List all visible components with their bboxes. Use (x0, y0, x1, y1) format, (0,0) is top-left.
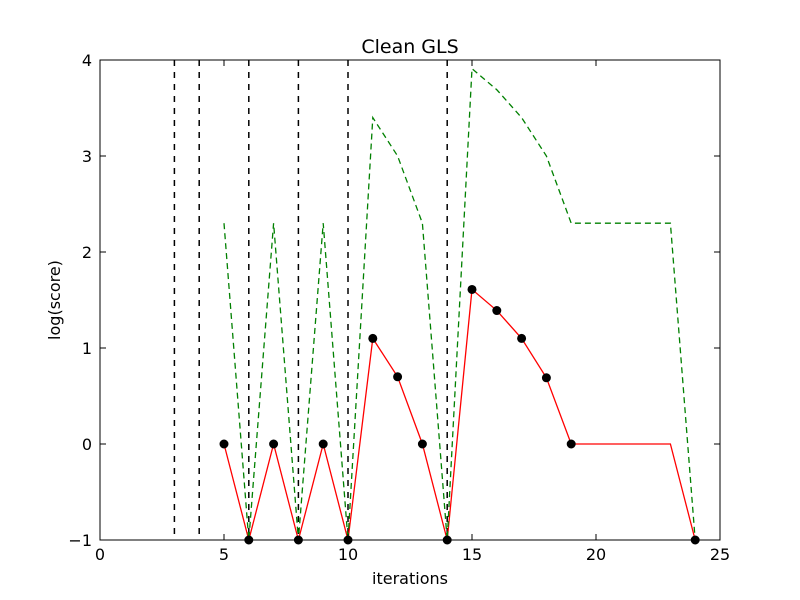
y-tick-label-4: 3 (82, 147, 92, 166)
series-line-1 (223, 67, 696, 540)
plot-frame (99, 59, 721, 541)
series-0-point-12 (517, 333, 527, 343)
series-0-point-11 (492, 306, 502, 316)
series-0-point-13 (541, 373, 551, 383)
y-tick-label-1: 0 (82, 435, 92, 454)
series-0-point-0 (219, 439, 229, 449)
series-0-point-8 (417, 439, 427, 449)
y-axis-label: log(score) (45, 260, 64, 340)
x-tick-label-4: 20 (586, 545, 606, 564)
x-tick-label-0: 0 (95, 545, 105, 564)
x-tick-label-5: 25 (710, 545, 730, 564)
x-tick-label-3: 15 (462, 545, 482, 564)
y-tick-label-2: 1 (82, 339, 92, 358)
series-0-point-4 (318, 439, 328, 449)
series-0-point-6 (368, 333, 378, 343)
y-tick-label-3: 2 (82, 243, 92, 262)
x-tick-label-1: 5 (219, 545, 229, 564)
chart-title: Clean GLS (361, 36, 458, 58)
y-tick-label-0: −1 (68, 531, 92, 550)
series-line-0 (223, 288, 696, 540)
x-axis-label: iterations (372, 569, 448, 588)
series-0-point-14 (566, 439, 576, 449)
x-tick-label-2: 10 (338, 545, 358, 564)
series-0-point-7 (393, 372, 403, 382)
series-0-point-2 (269, 439, 279, 449)
y-tick-label-5: 4 (82, 51, 92, 70)
series-0-point-10 (467, 284, 477, 294)
